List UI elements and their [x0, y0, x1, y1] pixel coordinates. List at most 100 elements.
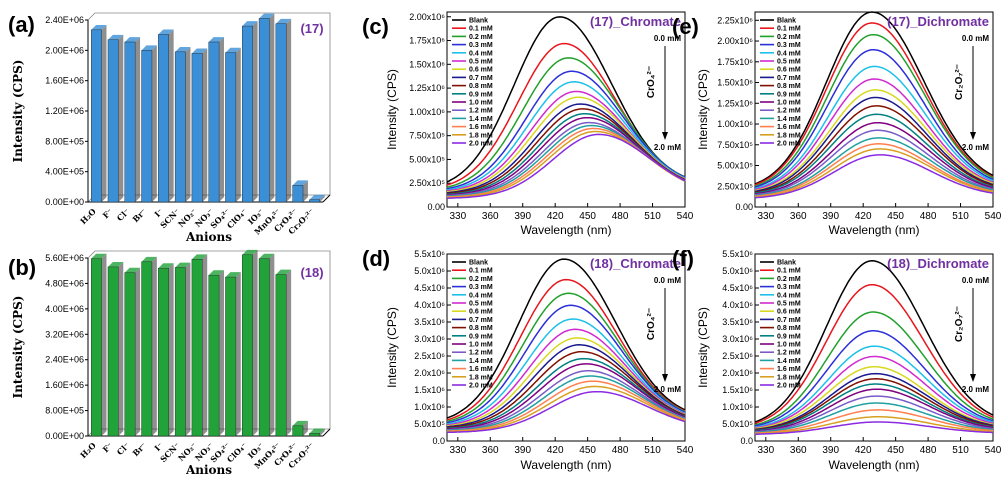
arrow-start-label: 0.0 mM	[962, 276, 989, 285]
y-tick-label: 1.20E+06	[45, 106, 84, 116]
bar-top	[158, 263, 174, 269]
legend-label: 0.2 mM	[777, 34, 801, 41]
bar-top	[191, 48, 208, 54]
legend-label: 0.1 mM	[469, 268, 493, 275]
legend-label: 0.8 mM	[777, 83, 801, 90]
series-line	[754, 148, 994, 198]
bar-top	[191, 254, 208, 260]
series-line	[446, 328, 686, 426]
bar-top	[292, 180, 308, 186]
bar-side	[269, 13, 275, 203]
bar	[225, 52, 237, 203]
legend-label: 0.3 mM	[469, 284, 493, 291]
y-tick-label: 3.20E+06	[45, 329, 84, 339]
y-tick-label: 5.0x10⁵	[722, 419, 753, 429]
bar-side	[202, 48, 208, 202]
series-line	[446, 363, 686, 430]
series-line	[754, 65, 994, 190]
bar-top	[124, 37, 141, 42]
legend-label: 1.2 mM	[777, 108, 801, 115]
bar-top	[208, 37, 224, 42]
y-tick-label: 4.0x10⁶	[414, 300, 445, 310]
plot-frame	[446, 11, 686, 208]
legend-label: 0.4 mM	[777, 292, 801, 299]
series-line	[446, 350, 686, 429]
panel-label: (e)	[672, 14, 699, 39]
bar	[275, 23, 287, 203]
y-tick-label: 2.00x10⁶	[409, 12, 445, 22]
chart-title: (17)_Dichromate	[887, 14, 989, 29]
y-axis-label: Intensity (CPS)	[385, 69, 399, 150]
legend-label: 0.8 mM	[777, 325, 801, 332]
x-tick-label: 360	[790, 211, 807, 222]
y-tick-label: 5.60E+06	[45, 253, 84, 263]
x-tick-label: 420	[855, 445, 872, 456]
legend-label: 1.4 mM	[469, 358, 493, 365]
legend-label: Blank	[777, 18, 796, 25]
legend-label: 1.4 mM	[777, 116, 801, 123]
y-tick-label: 5.0x10⁵	[414, 419, 445, 429]
x-axis-label: Wavelength (nm)	[521, 223, 612, 237]
legend-label: 1.4 mM	[469, 116, 493, 123]
legend-label: 1.6 mM	[469, 124, 493, 131]
bar	[309, 199, 321, 203]
bar	[208, 41, 220, 203]
y-tick-label: 2.40E+06	[45, 355, 84, 365]
legend-label: 0.6 mM	[469, 309, 493, 316]
panel-3-line-chart: 330 360 390 420 450 480 510 540 0.0 5.0x10⁵ 1.0x10…	[362, 246, 694, 472]
legend-label: 0.7 mM	[777, 317, 801, 324]
series-line	[446, 318, 686, 425]
legend-label: 1.0 mM	[469, 100, 493, 107]
y-tick-label: 0.00	[427, 202, 445, 212]
bar-side	[319, 428, 325, 436]
bar-side	[101, 253, 107, 436]
y-tick-label: 2.25x10⁶	[717, 15, 753, 25]
legend-label: 0.2 mM	[469, 34, 493, 41]
y-tick-label: 2.0x10⁶	[722, 368, 753, 378]
bar-side	[303, 420, 308, 436]
y-tick-label: 1.00x10⁶	[409, 107, 445, 117]
bar-top	[107, 34, 124, 40]
bar	[242, 25, 253, 203]
x-tick-label: 420	[855, 211, 872, 222]
arrow-start-label: 0.0 mM	[654, 276, 681, 285]
bar	[309, 433, 321, 437]
legend-label: 0.3 mM	[469, 42, 493, 49]
x-axis-label: Wavelength (nm)	[521, 458, 612, 472]
x-tick-label: 480	[612, 211, 629, 222]
y-tick-label: 1.0x10⁶	[414, 402, 445, 412]
y-tick-label: 0.00	[735, 202, 753, 212]
bar-side	[235, 47, 241, 203]
bar	[158, 267, 169, 437]
y-tick-label: 2.0x10⁶	[414, 368, 445, 378]
series-line	[755, 421, 994, 435]
legend-label: 1.6 mM	[777, 124, 801, 131]
series-line	[754, 105, 994, 194]
y-tick-label: 2.40E+06	[45, 15, 84, 25]
y-axis-label: Intensity (CPS)	[696, 307, 710, 388]
y-tick-label: 3.5x10⁶	[414, 317, 445, 327]
bar-top	[141, 256, 157, 262]
ion-label: Cr₂O₇²⁻	[954, 306, 965, 342]
x-axis-label: Wavelength (nm)	[829, 223, 920, 237]
ion-label: CrO₄²⁻	[646, 308, 657, 340]
x-tick-label: 360	[790, 445, 807, 456]
x-tick-label: 360	[482, 211, 499, 222]
panel-label: (a)	[8, 12, 35, 37]
x-axis-label: Wavelength (nm)	[829, 458, 920, 472]
y-tick-label: 1.25x10⁶	[717, 98, 753, 108]
bar-top	[275, 18, 292, 24]
y-tick-label: 5.00x10⁵	[409, 154, 445, 164]
y-tick-label: 1.5x10⁶	[722, 385, 753, 395]
legend-label: 1.0 mM	[777, 342, 801, 349]
y-tick-label: 2.00x10⁶	[717, 36, 753, 46]
legend-label: 0.4 mM	[469, 50, 493, 57]
series-line	[754, 416, 994, 435]
bar-top	[309, 428, 325, 434]
x-tick-label: 480	[612, 445, 629, 456]
x-tick-label: H₂O	[78, 206, 98, 226]
x-tick-label: 450	[887, 211, 904, 222]
x-tick-label: 450	[579, 211, 596, 222]
x-tick-label: 540	[985, 211, 1002, 222]
series-line	[446, 133, 686, 199]
